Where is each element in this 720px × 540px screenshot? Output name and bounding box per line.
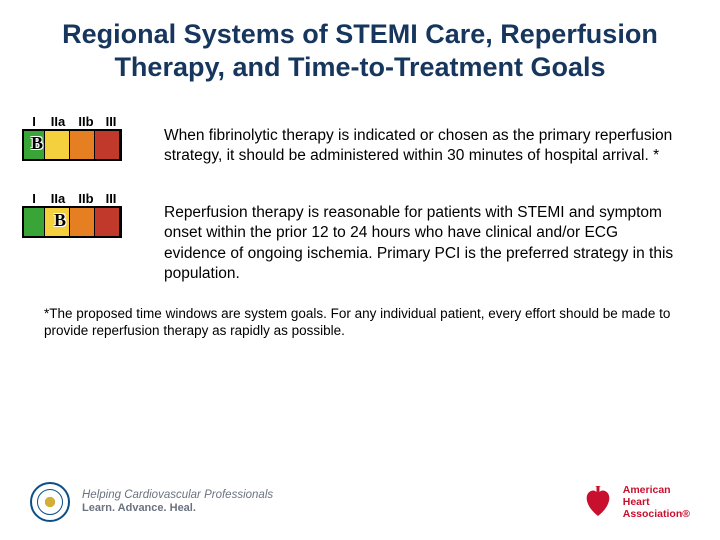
cor-label-III: III: [100, 191, 122, 206]
cor-label-III: III: [100, 114, 122, 129]
cor-label-IIa: IIa: [44, 114, 72, 129]
cor-bar-III: [95, 131, 120, 159]
heart-torch-icon: [581, 486, 615, 518]
footnote: *The proposed time windows are system go…: [0, 285, 720, 340]
cor-block: IIIaIIbIII B: [20, 114, 140, 161]
recommendation-row: IIIaIIbIII B When fibrinolytic therapy is …: [0, 114, 720, 167]
cor-bar-IIb: [70, 208, 95, 236]
acc-logo: Helping Cardiovascular Professionals Lea…: [30, 482, 273, 522]
cor-labels: IIIaIIbIII: [24, 114, 140, 129]
loe-badge: B: [50, 210, 70, 231]
acc-tagline-2: Learn. Advance. Heal.: [82, 502, 273, 516]
cor-bars: B: [22, 129, 122, 161]
cor-bar-III: [95, 208, 120, 236]
acc-tagline-1: Helping Cardiovascular Professionals: [82, 488, 273, 502]
acc-seal-icon: [30, 482, 70, 522]
recommendation-text: Reperfusion therapy is reasonable for pa…: [140, 191, 684, 285]
cor-label-IIa: IIa: [44, 191, 72, 206]
aha-text: American Heart Association®: [623, 484, 690, 520]
footer: Helping Cardiovascular Professionals Lea…: [0, 482, 720, 522]
cor-label-I: I: [24, 191, 44, 206]
aha-line3: Association®: [623, 508, 690, 520]
cor-bar-IIa: [45, 131, 70, 159]
cor-bar-I: [24, 208, 45, 236]
loe-badge: B: [27, 133, 47, 154]
recommendation-row: IIIaIIbIII B Reperfusion therapy is reason…: [0, 191, 720, 285]
cor-label-IIb: IIb: [72, 191, 100, 206]
slide-title: Regional Systems of STEMI Care, Reperfus…: [0, 0, 720, 90]
recommendation-text: When fibrinolytic therapy is indicated o…: [140, 114, 684, 167]
cor-bars: B: [22, 206, 122, 238]
aha-logo: American Heart Association®: [581, 484, 690, 520]
cor-bar-IIb: [70, 131, 95, 159]
acc-tagline: Helping Cardiovascular Professionals Lea…: [82, 488, 273, 516]
aha-line2: Heart: [623, 496, 690, 508]
cor-labels: IIIaIIbIII: [24, 191, 140, 206]
cor-label-I: I: [24, 114, 44, 129]
cor-label-IIb: IIb: [72, 114, 100, 129]
aha-line1: American: [623, 484, 690, 496]
cor-block: IIIaIIbIII B: [20, 191, 140, 238]
